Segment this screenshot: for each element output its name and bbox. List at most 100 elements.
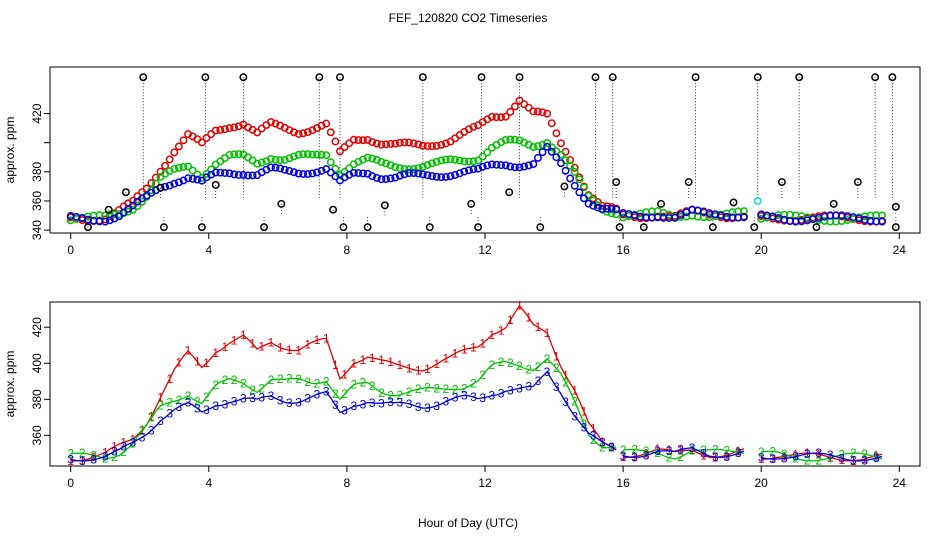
series-3-point (248, 171, 257, 180)
series-1-point (234, 122, 243, 131)
series-2-point (395, 164, 404, 173)
series-1-point (570, 163, 579, 172)
series-3-marker: 3 (387, 395, 394, 409)
series-2-point (464, 157, 473, 166)
reference-point (657, 199, 666, 208)
y-tick-label: 360 (30, 425, 44, 445)
series-3-point (184, 174, 193, 183)
series-3-marker: 3 (369, 396, 376, 410)
series-1-point (524, 103, 533, 112)
series-2-point (188, 166, 197, 175)
series-2-point (363, 153, 372, 162)
series-1-point (395, 138, 404, 147)
series-2-point (202, 170, 211, 178)
series-1-marker: 1 (643, 446, 650, 460)
series-3-point (506, 162, 515, 171)
series-1-marker: 1 (378, 353, 385, 367)
series-1-point (128, 196, 137, 205)
series-3-marker: 3 (378, 396, 385, 410)
series-2-point (326, 158, 335, 167)
y-tick-label: 380 (30, 389, 44, 409)
series-1-point (216, 125, 225, 134)
series-1-marker: 1 (666, 443, 673, 457)
series-3-marker: 3 (666, 444, 673, 458)
series-3-point (469, 165, 478, 174)
series-3-point (437, 173, 446, 182)
series-3-point (529, 160, 538, 169)
x-tick-label: 24 (893, 476, 907, 490)
series-1-marker: 1 (677, 444, 684, 458)
series-3-point (418, 170, 427, 179)
series-2-point (478, 152, 487, 161)
reference-point (853, 178, 862, 186)
series-1-marker: 1 (240, 328, 247, 342)
series-2-point (230, 150, 239, 159)
series-1-marker: 1 (304, 338, 311, 352)
series-3-line (761, 452, 883, 462)
series-3-marker: 3 (102, 450, 109, 464)
series-1-point (487, 112, 496, 121)
series-1-marker: 1 (111, 439, 118, 453)
series-3-point (313, 168, 321, 177)
series-3-point (520, 162, 529, 171)
series-1-point (285, 126, 294, 135)
series-2-marker: 2 (498, 355, 505, 369)
series-1-point (414, 140, 423, 149)
series-1-point (165, 155, 174, 164)
series-3-marker: 3 (815, 446, 822, 460)
series-3-marker: 3 (498, 386, 505, 400)
series-3-point (451, 171, 460, 179)
series-3-point (391, 173, 400, 182)
series-2-marker: 2 (360, 376, 367, 390)
series-3-marker: 3 (827, 448, 834, 462)
series-3-point (345, 170, 354, 179)
y-tick-label: 380 (30, 162, 44, 182)
series-2-point (515, 136, 524, 145)
series-2-marker: 2 (689, 444, 696, 458)
series-3-marker: 3 (571, 409, 578, 423)
series-1-marker: 1 (433, 357, 440, 371)
series-2-point (414, 164, 423, 173)
series-2-point (317, 150, 326, 159)
reference-point (891, 202, 900, 211)
series-3-marker: 3 (516, 381, 523, 395)
series-2-point (391, 163, 400, 172)
series-3-point (294, 169, 303, 178)
reference-point (474, 223, 483, 232)
series-3-point (372, 173, 381, 182)
series-2-point (455, 156, 464, 165)
series-1-marker: 1 (387, 355, 394, 369)
series-2-point (174, 163, 183, 172)
reference-point (891, 223, 900, 232)
series-1-point (368, 138, 377, 146)
series-3-marker: 3 (873, 451, 880, 465)
series-2-line (623, 448, 745, 460)
series-3-point (487, 160, 496, 169)
x-tick-label: 12 (478, 243, 492, 257)
series-3-marker: 3 (406, 397, 413, 411)
series-1-marker: 1 (166, 372, 173, 386)
series-2-point (110, 210, 119, 219)
series-1-point (409, 139, 418, 148)
series-1-marker: 1 (415, 364, 422, 378)
reference-point (339, 223, 348, 232)
series-2-marker: 2 (479, 368, 486, 382)
series-2-marker: 2 (470, 377, 477, 391)
series-3-point (161, 182, 170, 191)
series-2-point (533, 142, 542, 151)
series-3-point (405, 169, 413, 178)
series-3-marker: 3 (608, 440, 615, 454)
series-1-marker: 1 (525, 311, 532, 325)
series-2-marker: 2 (222, 373, 229, 387)
reference-point (871, 73, 880, 82)
series-3-marker: 3 (314, 387, 321, 401)
series-1-point (174, 142, 183, 151)
series-1-point (423, 142, 432, 151)
series-1-marker: 1 (67, 454, 74, 468)
series-1-point (179, 136, 188, 145)
series-3-marker: 3 (139, 430, 146, 444)
series-2-point (377, 158, 386, 166)
series-3-marker: 3 (212, 399, 219, 413)
series-2-marker: 2 (139, 424, 146, 438)
